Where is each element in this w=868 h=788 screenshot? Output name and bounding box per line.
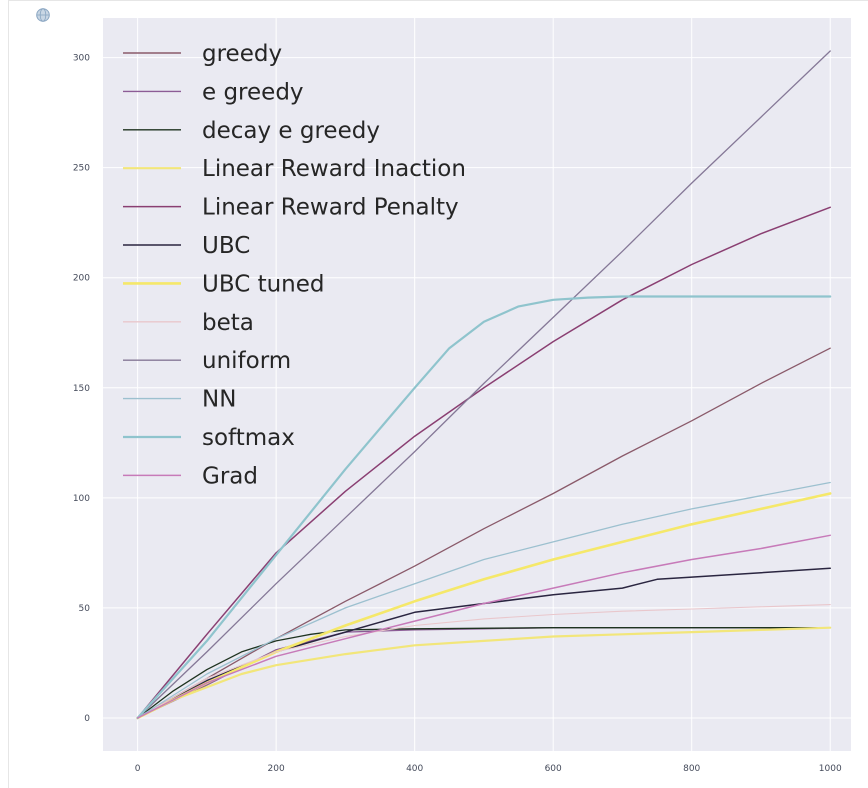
series-line-9 <box>136 481 831 719</box>
series-line-11 <box>136 534 831 719</box>
output-cell <box>8 0 868 788</box>
series-line-7 <box>137 604 831 719</box>
legend: greedy e greedy decay e greedy Linear Rewar… <box>123 41 466 489</box>
legend-label: decay e greedy <box>202 118 380 144</box>
y-tick-label: 300 <box>73 54 90 64</box>
legend-label: UBC <box>202 233 250 259</box>
legend-label: softmax <box>202 425 295 451</box>
x-tick-label: 1000 <box>819 764 842 774</box>
series-line-4 <box>136 206 831 719</box>
x-tick-label: 200 <box>268 764 285 774</box>
x-axis-ticks: 0 200 400 600 800 1000 <box>135 764 842 774</box>
series-line-10 <box>136 295 832 720</box>
series-line-2 <box>136 627 831 719</box>
x-tick-label: 800 <box>683 764 700 774</box>
series-line-0 <box>136 347 831 719</box>
series-lines <box>136 50 832 720</box>
legend-label: greedy <box>202 41 282 67</box>
legend-label: Linear Reward Penalty <box>202 195 459 221</box>
legend-label: e greedy <box>202 79 304 105</box>
y-tick-label: 0 <box>84 714 90 724</box>
x-tick-label: 400 <box>406 764 423 774</box>
globe-icon <box>36 8 50 22</box>
series-line-3 <box>136 626 832 720</box>
legend-label: beta <box>202 310 254 336</box>
series-line-6 <box>136 492 832 720</box>
y-tick-label: 50 <box>79 604 91 614</box>
x-tick-label: 600 <box>545 764 562 774</box>
grid-lines <box>103 18 851 751</box>
y-tick-label: 150 <box>73 384 90 394</box>
legend-label: UBC tuned <box>202 271 325 297</box>
legend-label: Linear Reward Inaction <box>202 156 466 182</box>
series-line-8 <box>136 50 831 719</box>
legend-label: NN <box>202 387 236 413</box>
x-tick-label: 0 <box>135 764 141 774</box>
y-tick-label: 250 <box>73 164 90 174</box>
legend-label: uniform <box>202 348 291 374</box>
y-axis-ticks: 0 50 100 150 200 250 300 <box>73 54 90 724</box>
y-tick-label: 200 <box>73 274 90 284</box>
y-tick-label: 100 <box>73 494 90 504</box>
legend-label: Grad <box>202 463 258 489</box>
